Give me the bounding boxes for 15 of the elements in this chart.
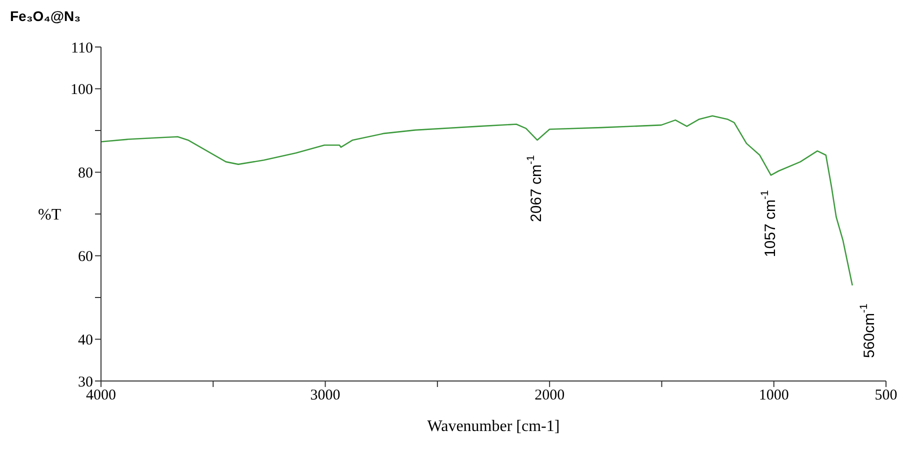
y-tick-label: 40 (78, 332, 93, 349)
y-tick-label: 30 (78, 374, 93, 390)
y-tick-label: 110 (71, 40, 93, 56)
x-tick-label: 2000 (534, 388, 565, 404)
y-axis-title: %T (38, 206, 62, 224)
line-series (101, 115, 854, 286)
x-tick-label: 4000 (86, 388, 116, 404)
x-tick-label: 500 (874, 388, 898, 404)
x-axis-title: Wavenumber [cm-1] (427, 418, 560, 435)
x-tick-label: 3000 (310, 388, 340, 404)
y-tick-label: 80 (78, 166, 93, 182)
y-tick-label: 60 (78, 249, 93, 266)
chart-title: Fe₃O₄@N₃ (10, 8, 81, 24)
y-tick-label: 100 (70, 82, 93, 98)
x-tick-label: 1000 (758, 388, 789, 404)
